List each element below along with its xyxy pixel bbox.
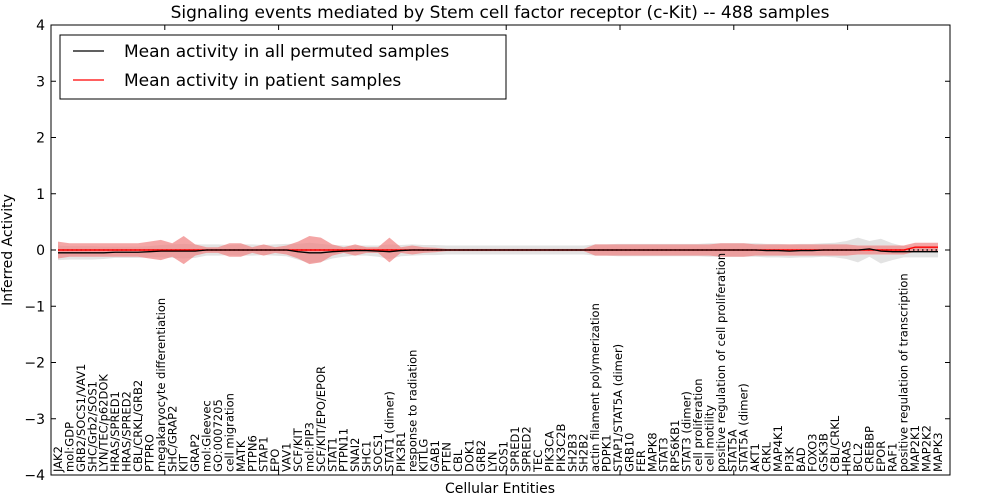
y-tick-label: −2	[24, 356, 45, 372]
x-category-label: STAP1	[257, 436, 271, 472]
x-category-label: SPRED2	[520, 426, 534, 472]
x-category-label: positive regulation of cell proliferatio…	[714, 253, 728, 472]
x-category-label: STAT5A	[725, 429, 739, 472]
x-category-label: JAK2	[51, 446, 65, 473]
x-category-label: VAV1	[280, 443, 294, 472]
y-axis-label: Inferred Activity	[0, 194, 16, 306]
x-category-label: RPS6KB1	[668, 420, 682, 472]
x-category-label: STAP1/STAT5A (dimer)	[611, 344, 625, 472]
x-category-label: SH2B2	[577, 434, 591, 472]
x-category-label: FER	[634, 450, 648, 472]
x-category-label: SHC/Grb2/SOS1	[85, 381, 99, 472]
x-category-label: cell motility	[702, 405, 716, 472]
x-category-label: MAP4K1	[771, 425, 785, 472]
x-category-label: mol:PIP3	[302, 422, 316, 472]
x-category-label: LYN/TEC/p62DOK	[97, 374, 111, 472]
legend-label-patient: Mean activity in patient samples	[124, 71, 401, 91]
x-category-label: PTPN6	[245, 435, 259, 472]
x-category-label: PIK3R1	[394, 432, 408, 473]
legend-box	[59, 34, 507, 100]
x-category-label: PDPK1	[600, 434, 614, 472]
x-category-label: SCF/KIT	[291, 427, 305, 472]
x-category-label: cell migration	[222, 393, 236, 472]
x-category-label: STAT1 (dimer)	[382, 391, 396, 472]
x-category-label: SCF/KIT/EPO/EPOR	[314, 366, 328, 472]
x-category-label: LYN	[485, 451, 499, 472]
x-category-label: SHC1	[360, 441, 374, 472]
x-category-label: PTPRO	[142, 434, 156, 472]
x-category-label: CBL	[451, 449, 465, 472]
x-category-label: response to radiation	[405, 350, 419, 472]
x-category-label: FOXO3	[805, 434, 819, 472]
x-category-label: GRAP2	[188, 433, 202, 472]
x-category-label: cell proliferation	[691, 378, 705, 472]
x-category-label: HRAS	[840, 441, 854, 472]
x-category-label: PIK3C2B	[554, 423, 568, 472]
x-category-label: EPO	[268, 449, 282, 472]
x-category-label: SNAI2	[348, 438, 362, 472]
x-category-label: megakaryocyte differentiation	[154, 298, 168, 472]
x-category-label: GSK3B	[817, 433, 831, 472]
x-category-label: SHC/GRAP2	[165, 406, 179, 472]
x-category-label: mol:GDP	[62, 422, 76, 472]
x-category-label: EPOR	[874, 441, 888, 472]
y-tick-label: 0	[36, 243, 45, 259]
x-category-label: PTPN11	[337, 428, 351, 472]
x-category-label: GAB1	[428, 440, 442, 472]
x-category-label: GRB2/SOCS1/VAV1	[74, 364, 88, 472]
x-axis-ticks: JAK2mol:GDPGRB2/SOCS1/VAV1SHC/Grb2/SOS1L…	[50, 25, 945, 475]
series-lines	[58, 246, 938, 254]
x-category-label: STAT3 (dimer)	[680, 391, 694, 472]
x-category-label: CBL/CRKL/GRB2	[131, 380, 145, 472]
x-category-label: CRKL	[760, 441, 774, 472]
x-category-label: BAD	[794, 447, 808, 472]
y-tick-label: 3	[36, 74, 45, 90]
x-category-label: GRB10	[622, 433, 636, 472]
y-tick-label: −1	[24, 299, 45, 315]
legend: Mean activity in all permuted samples Me…	[59, 34, 507, 100]
x-category-label: positive regulation of transcription	[897, 273, 911, 472]
y-tick-label: −4	[24, 468, 45, 484]
x-category-label: SPRED1	[508, 426, 522, 472]
x-category-label: actin filament polymerization	[588, 303, 602, 472]
x-category-label: STAT5A (dimer)	[737, 383, 751, 472]
x-category-label: MAP2K2	[920, 425, 934, 472]
x-category-label: KITLG	[417, 439, 431, 472]
x-category-label: BCL2	[851, 443, 865, 472]
x-category-label: GRB2	[474, 440, 488, 472]
legend-label-permuted: Mean activity in all permuted samples	[124, 42, 449, 62]
y-tick-label: 2	[36, 131, 45, 147]
x-category-label: SOS1	[497, 441, 511, 472]
x-category-label: KIT	[177, 453, 191, 472]
y-tick-label: 1	[36, 187, 45, 203]
x-category-label: MAPK8	[645, 432, 659, 472]
x-category-label: mol:Gleevec	[200, 400, 214, 472]
x-category-label: MAPK3	[931, 432, 945, 472]
x-category-label: HRAS/SPRED1	[108, 391, 122, 472]
x-category-label: MAP2K1	[908, 425, 922, 472]
x-category-label: PIK3CA	[542, 431, 556, 472]
x-category-label: RAF1	[885, 443, 899, 472]
x-category-label: DOK1	[462, 439, 476, 472]
x-category-label: STAT1	[325, 437, 339, 472]
x-axis-label: Cellular Entities	[445, 481, 555, 497]
x-category-label: CBL/CRKL	[828, 415, 842, 472]
chart-title: Signaling events mediated by Stem cell f…	[171, 3, 830, 23]
line-permuted	[58, 248, 938, 254]
x-category-label: SH2B3	[565, 434, 579, 472]
y-tick-label: −3	[24, 412, 45, 428]
x-category-label: TEC	[531, 450, 545, 473]
y-tick-label: 4	[36, 18, 45, 34]
x-category-label: STAT3	[657, 437, 671, 472]
x-category-label: MATK	[234, 440, 248, 472]
x-category-label: PTEN	[440, 442, 454, 472]
y-axis-ticks: −4 −3 −2 −1 0 1 2 3 4	[24, 18, 950, 484]
x-category-label: GO:0007205	[211, 399, 225, 472]
x-category-label: CREBBP	[862, 426, 876, 472]
x-category-label: PI3K	[782, 446, 796, 472]
x-category-label: HRAS/SPRED2	[120, 391, 134, 472]
x-category-label: AKT1	[748, 443, 762, 472]
x-category-label: SOCS1	[371, 433, 385, 472]
